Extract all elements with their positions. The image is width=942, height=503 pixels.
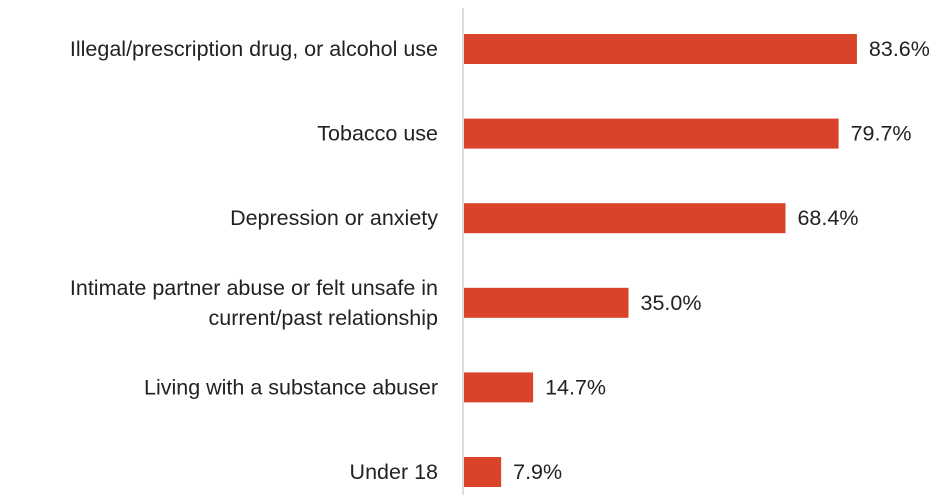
category-label: Living with a substance abuser <box>144 375 438 399</box>
category-label: Under 18 <box>350 460 438 484</box>
category-label: current/past relationship <box>209 306 438 330</box>
bar <box>464 118 839 149</box>
bar <box>464 203 786 234</box>
category-label: Intimate partner abuse or felt unsafe in <box>70 276 438 300</box>
category-label: Depression or anxiety <box>230 206 438 230</box>
bar-value-label: 83.6% <box>869 37 930 61</box>
bar-value-label: 14.7% <box>545 375 606 399</box>
category-label: Tobacco use <box>317 122 438 146</box>
value-labels-layer: 83.6% 79.7% 68.4% 35.0% 14.7% 7.9% <box>513 37 930 484</box>
category-labels-layer: Illegal/prescription drug, or alcohol us… <box>70 37 438 484</box>
bar-value-label: 35.0% <box>641 291 702 315</box>
bar-value-label: 7.9% <box>513 460 562 484</box>
bar <box>464 34 857 64</box>
bar <box>464 457 502 487</box>
bar <box>464 287 629 318</box>
bar-value-label: 79.7% <box>851 122 912 146</box>
bars-layer <box>464 34 857 487</box>
category-label: Illegal/prescription drug, or alcohol us… <box>70 37 438 61</box>
bar <box>464 372 534 403</box>
bar-value-label: 68.4% <box>797 206 858 230</box>
